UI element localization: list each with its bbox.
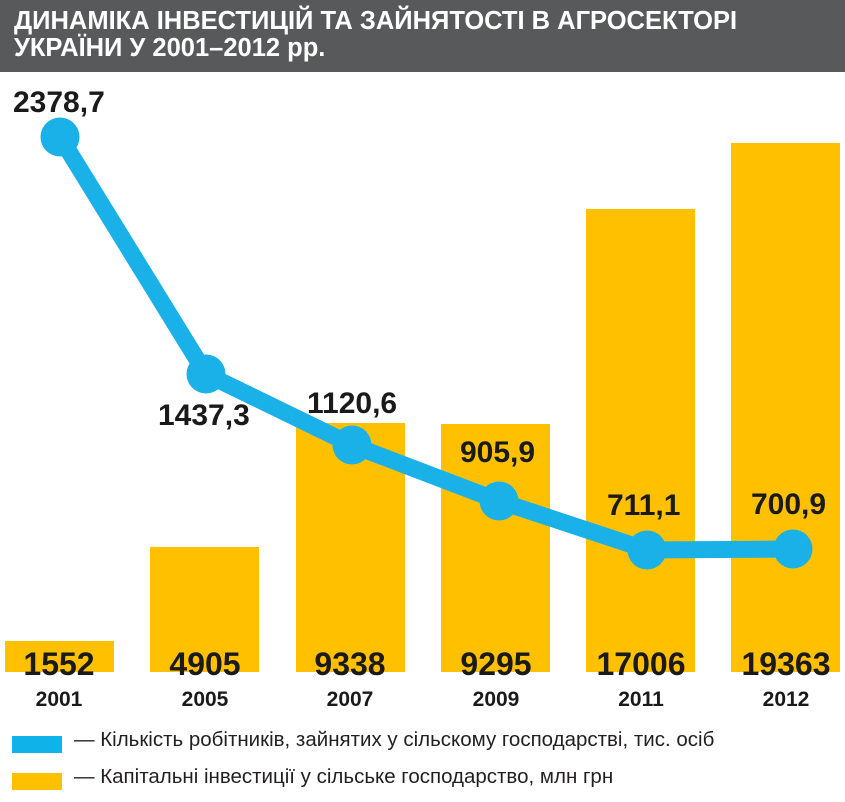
svg-text:2009: 2009 xyxy=(473,688,520,711)
svg-text:1120,6: 1120,6 xyxy=(307,387,397,420)
svg-text:4905: 4905 xyxy=(169,646,240,682)
svg-text:17006: 17006 xyxy=(597,646,686,682)
svg-text:700,9: 700,9 xyxy=(751,488,826,521)
svg-text:2011: 2011 xyxy=(618,688,664,711)
svg-text:905,9: 905,9 xyxy=(460,436,535,469)
svg-text:19363: 19363 xyxy=(742,646,831,682)
svg-text:2012: 2012 xyxy=(763,688,810,711)
svg-text:2001: 2001 xyxy=(36,688,83,711)
svg-text:2378,7: 2378,7 xyxy=(13,86,105,119)
svg-text:1437,3: 1437,3 xyxy=(158,399,250,432)
svg-text:9295: 9295 xyxy=(460,646,531,682)
svg-text:2007: 2007 xyxy=(327,688,374,711)
svg-text:1552: 1552 xyxy=(23,646,94,682)
svg-text:9338: 9338 xyxy=(314,646,385,682)
svg-text:711,1: 711,1 xyxy=(607,489,680,522)
svg-text:2005: 2005 xyxy=(182,688,229,711)
